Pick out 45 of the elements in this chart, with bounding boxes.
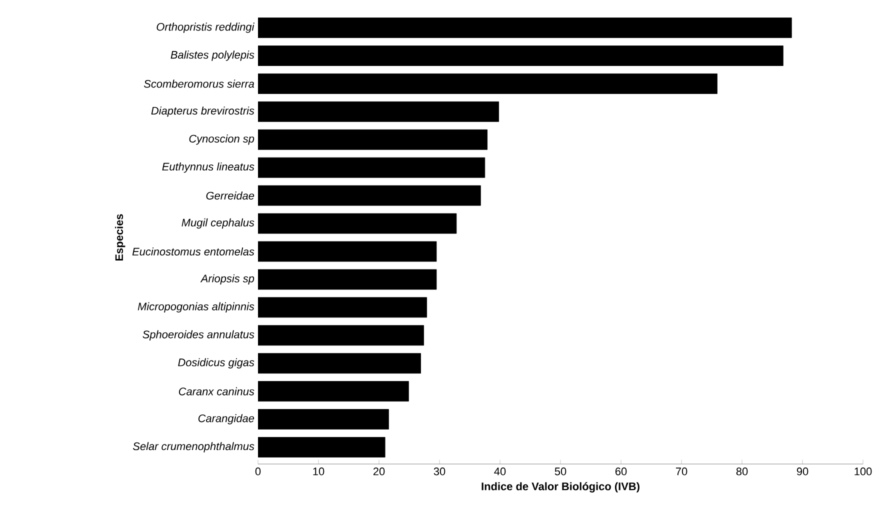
y-axis-title: Especies (114, 214, 126, 261)
y-tick-label: Carangidae (198, 414, 254, 424)
x-tick-label: 0 (255, 468, 261, 476)
x-tick-label: 80 (736, 468, 748, 476)
bar (258, 18, 792, 38)
y-tick-label: Euthynnus lineatus (162, 162, 254, 173)
bar (258, 157, 486, 178)
bar (258, 74, 718, 94)
y-tick-label: Ariopsis sp (200, 274, 254, 285)
bar (258, 129, 488, 150)
y-tick-label: Gerreidae (206, 192, 254, 200)
y-tick-label: Sphoeroides annulatus (142, 330, 254, 340)
bar (258, 353, 421, 374)
x-tick-label: 60 (615, 468, 627, 476)
x-tick-label: 10 (313, 468, 324, 476)
bar (258, 269, 437, 290)
x-tick-label: 30 (434, 468, 446, 476)
x-tick-label: 100 (854, 468, 872, 476)
y-tick-label: Orthopristis reddingi (156, 22, 254, 33)
y-tick-label: Eucinostomus entomelas (132, 247, 254, 256)
x-tick-label: 90 (796, 468, 808, 476)
y-tick-label: Dosidicus gigas (178, 358, 254, 368)
y-tick-label: Selar crumenophthalmus (132, 442, 254, 452)
bar (258, 325, 424, 346)
y-tick-label: Scomberomorus sierra (144, 80, 254, 88)
bar (258, 185, 481, 206)
x-tick-label: 50 (554, 468, 566, 476)
bar (258, 409, 389, 430)
y-tick-label: Balistes polylepis (170, 50, 254, 61)
bar (258, 437, 386, 458)
x-axis-title: Indice de Valor Biológico (IVB) (482, 482, 640, 492)
bar (258, 46, 784, 66)
y-tick-label: Micropogonias altipinnis (138, 302, 254, 313)
bar (258, 381, 409, 402)
bar (258, 297, 427, 318)
x-tick-label: 70 (676, 468, 688, 476)
y-tick-label: Mugil cephalus (182, 218, 254, 229)
bar (258, 213, 457, 234)
y-tick-label: Caranx caninus (178, 387, 254, 396)
y-tick-label: Cynoscion sp (189, 134, 254, 145)
bar (258, 241, 437, 262)
y-tick-label: Diapterus brevirostris (151, 106, 254, 117)
x-tick-label: 20 (373, 468, 385, 476)
bar (258, 101, 499, 122)
x-tick-label: 40 (494, 468, 506, 476)
